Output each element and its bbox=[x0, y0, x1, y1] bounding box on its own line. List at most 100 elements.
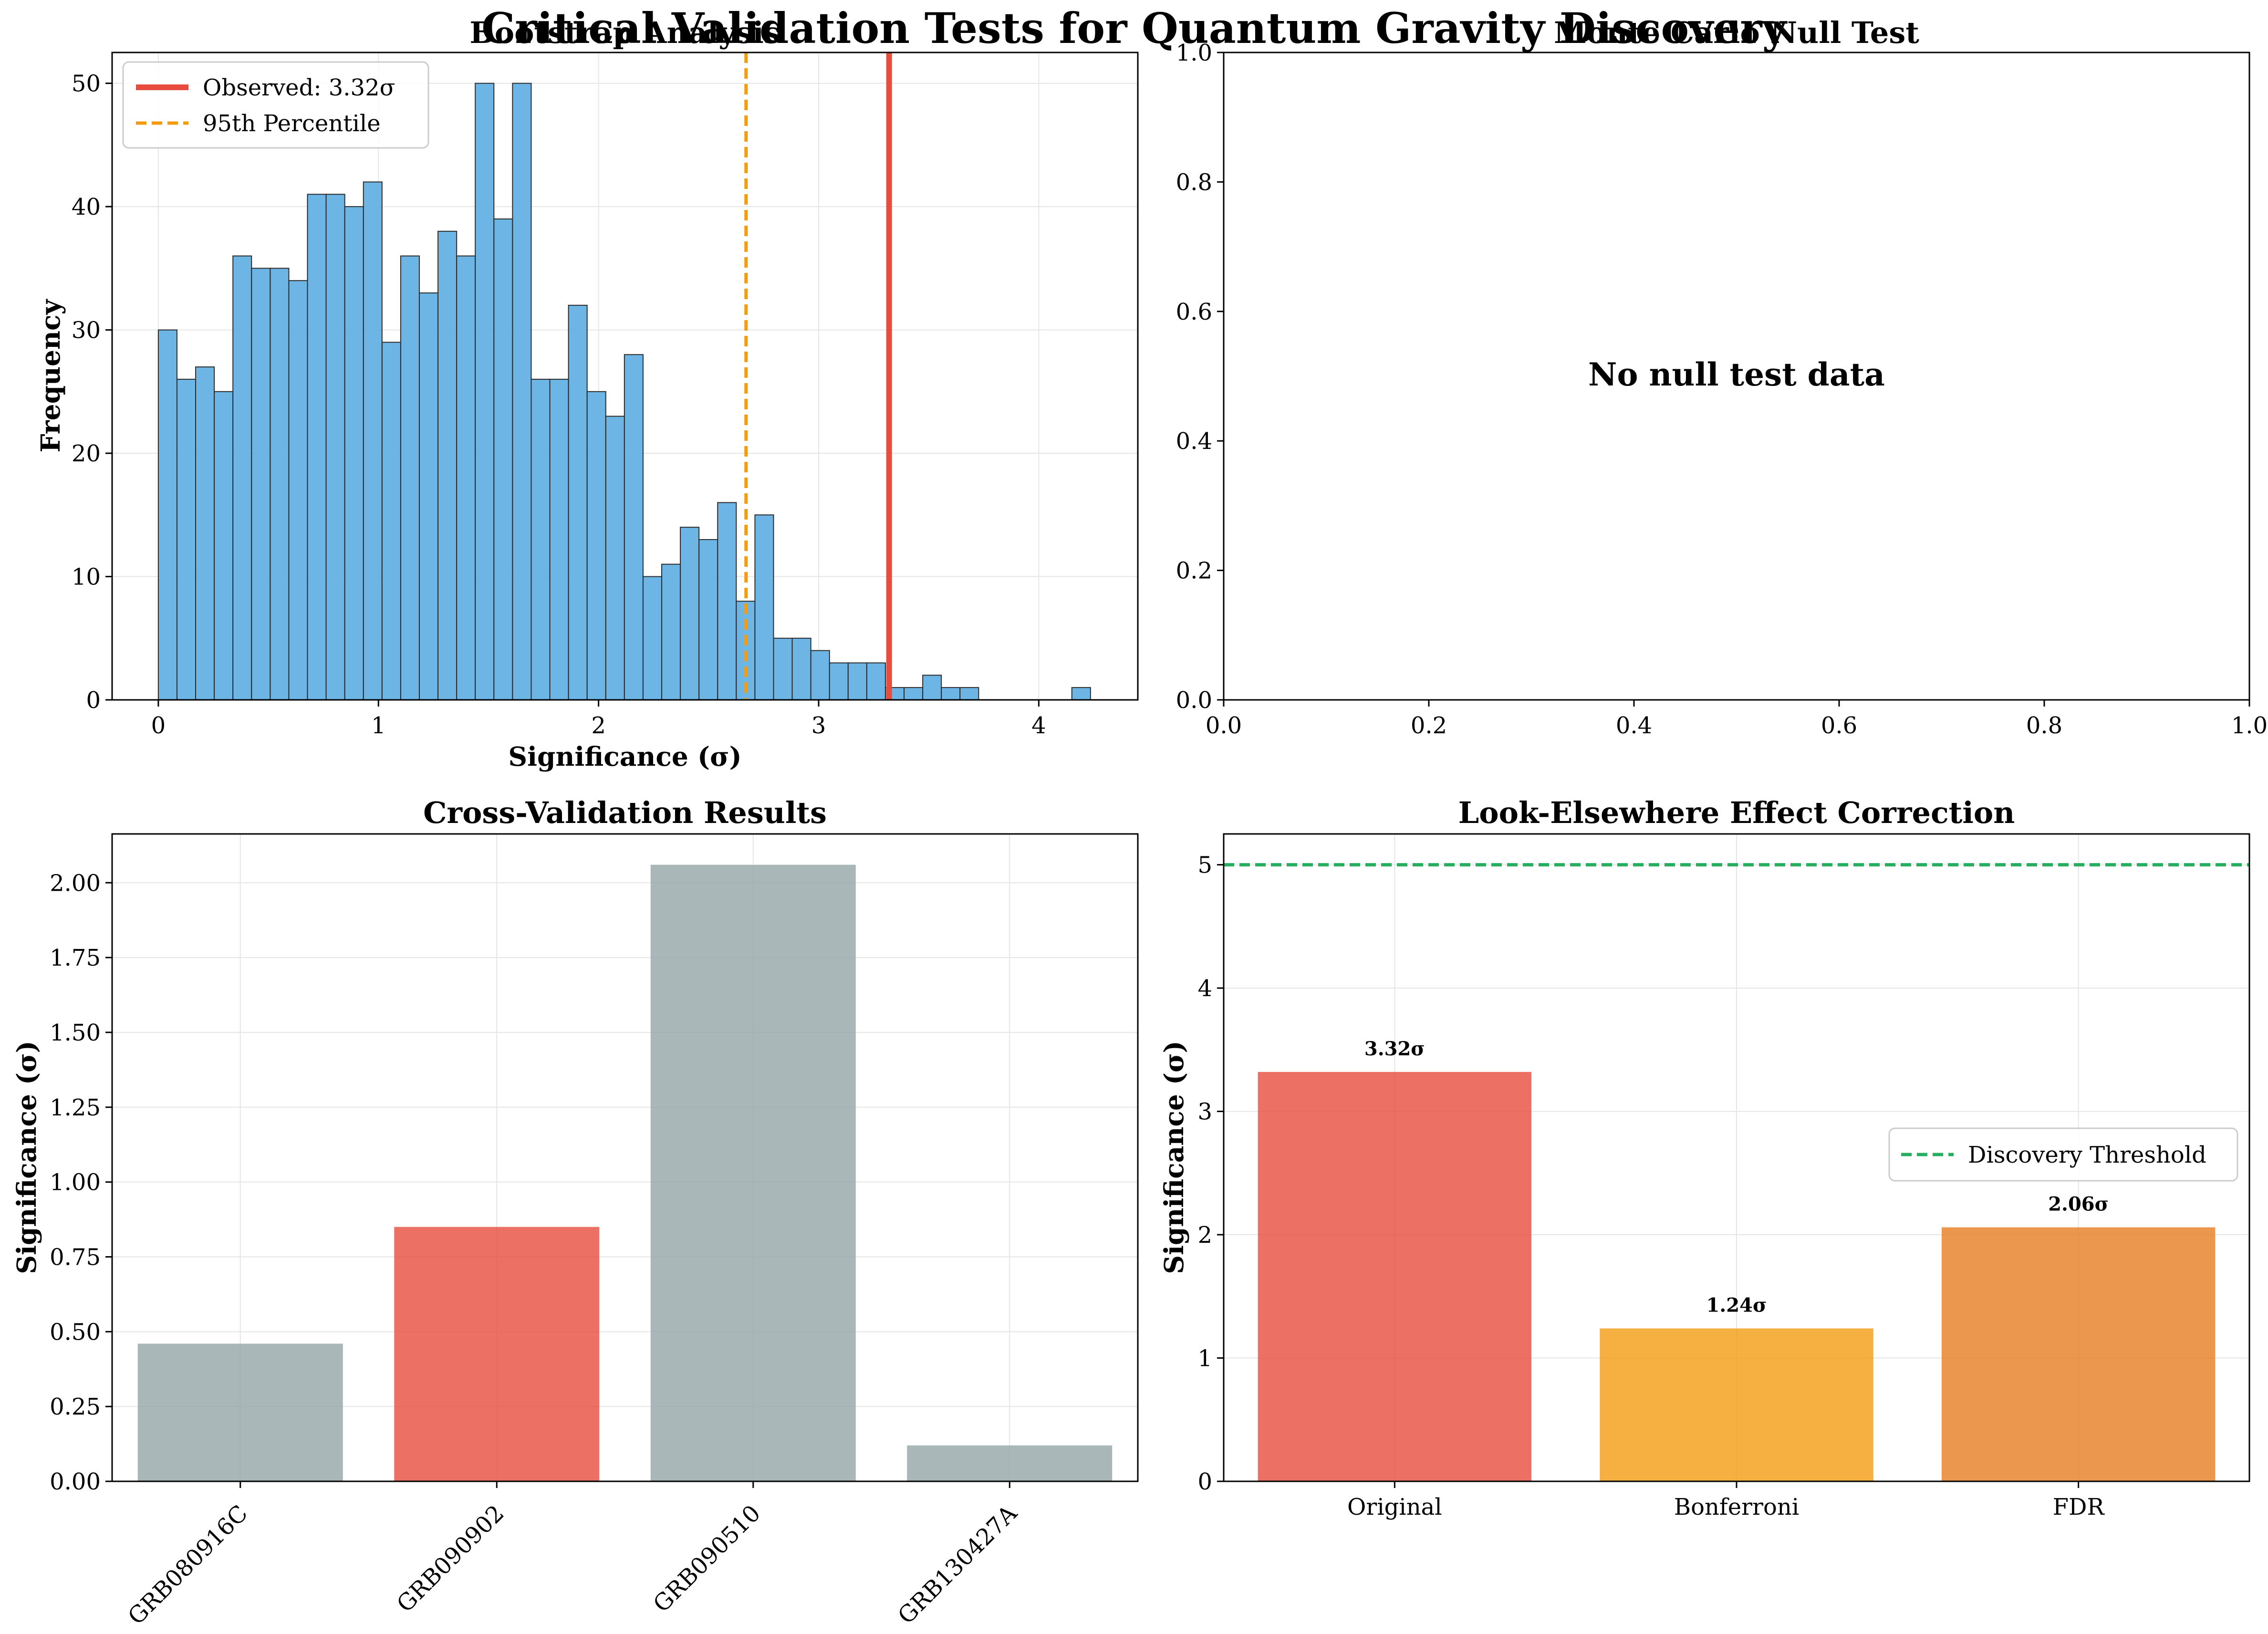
y-tick-label: 0.50 bbox=[50, 1319, 101, 1345]
y-tick-label: 3 bbox=[1197, 1099, 1212, 1125]
histogram-bar bbox=[717, 502, 737, 700]
histogram-bar bbox=[475, 83, 495, 701]
y-tick-label: 5 bbox=[1197, 852, 1212, 879]
bar-value-label: 3.32σ bbox=[1364, 1038, 1425, 1060]
monte-carlo-title: Monte Carlo Null Test bbox=[1554, 15, 1919, 50]
monte-carlo-panel: 0.0 0.2 0.4 0.6 0.8 1.0 0.0 0.2 0.4 0.6 0.8 1.0 Mon… bbox=[1176, 15, 2268, 739]
cross-validation-bar bbox=[650, 864, 856, 1481]
histogram-bar bbox=[866, 662, 886, 701]
histogram-bar bbox=[680, 527, 700, 700]
y-tick-label: 1.75 bbox=[50, 945, 101, 971]
x-tick-label: 1 bbox=[371, 712, 386, 739]
histogram-bar bbox=[157, 329, 177, 700]
histogram-bar bbox=[959, 687, 979, 700]
bar-value-label: 1.24σ bbox=[1706, 1294, 1767, 1316]
y-tick-label: 50 bbox=[72, 71, 101, 97]
y-tick-label: 1.50 bbox=[50, 1020, 101, 1046]
y-tick-label: 0.4 bbox=[1176, 428, 1212, 455]
histogram-bar bbox=[270, 268, 290, 700]
x-tick-label: 3 bbox=[811, 712, 826, 739]
monte-carlo-axes-frame bbox=[1223, 52, 2250, 701]
y-tick-label: 1.25 bbox=[50, 1094, 101, 1121]
histogram-bar bbox=[922, 675, 942, 701]
x-tick-label: 1.0 bbox=[2231, 712, 2268, 739]
histogram-bar bbox=[1071, 687, 1091, 700]
y-tick-label: 2 bbox=[1197, 1222, 1212, 1249]
histogram-bar bbox=[904, 687, 924, 700]
bootstrap-x-label: Significance (σ) bbox=[508, 741, 741, 772]
histogram-bar bbox=[456, 255, 476, 700]
histogram-bar bbox=[251, 268, 271, 700]
histogram-bar bbox=[661, 563, 681, 700]
histogram-bar bbox=[642, 576, 663, 700]
y-tick-label: 2.00 bbox=[50, 870, 101, 896]
histogram-bar bbox=[791, 637, 811, 701]
histogram-bar bbox=[568, 304, 588, 700]
bar-value-label: 2.06σ bbox=[2048, 1193, 2109, 1216]
cross-validation-bar bbox=[137, 1343, 343, 1481]
histogram-bar bbox=[773, 637, 793, 701]
y-tick-label: 30 bbox=[72, 317, 101, 344]
bootstrap-title: Bootstrap Analysis bbox=[469, 15, 780, 50]
histogram-bar bbox=[586, 391, 606, 700]
x-tick-label: 0.8 bbox=[2026, 712, 2062, 739]
y-tick-label: 1.00 bbox=[50, 1169, 101, 1196]
y-tick-label: 40 bbox=[72, 194, 101, 220]
bootstrap-axes-frame bbox=[111, 52, 1139, 701]
y-tick-label: 20 bbox=[72, 440, 101, 467]
histogram-bar bbox=[418, 292, 439, 700]
histogram-bar bbox=[754, 514, 774, 701]
histogram-bar bbox=[810, 650, 830, 700]
x-tick-label: 2 bbox=[591, 712, 606, 739]
legend-observed-label: Observed: 3.32σ bbox=[203, 74, 395, 101]
histogram-bar bbox=[605, 416, 625, 700]
x-tick-label: 4 bbox=[1031, 712, 1046, 739]
histogram-bar bbox=[531, 378, 551, 700]
legend-percentile-label: 95th Percentile bbox=[203, 110, 381, 137]
look-elsewhere-panel: 3.32σ 1.24σ 2.06σ 0 1 2 3 4 5 Original Bonferroni… bbox=[1158, 795, 2250, 1520]
cross-validation-bar bbox=[907, 1445, 1113, 1481]
look-elsewhere-title: Look-Elsewhere Effect Correction bbox=[1458, 795, 2015, 830]
y-tick-label: 0.25 bbox=[50, 1394, 101, 1420]
correction-bar bbox=[1258, 1072, 1531, 1481]
x-tick-label: 0.2 bbox=[1411, 712, 1447, 739]
histogram-bar bbox=[176, 378, 197, 700]
y-tick-label: 0.75 bbox=[50, 1244, 101, 1270]
histogram-bar bbox=[325, 194, 345, 701]
histogram-bar bbox=[437, 230, 458, 700]
look-elsewhere-legend: Discovery Threshold bbox=[1888, 1127, 2238, 1182]
y-tick-label: 0.6 bbox=[1176, 299, 1212, 325]
y-tick-label: 0 bbox=[1197, 1468, 1212, 1495]
histogram-bar bbox=[493, 218, 513, 700]
histogram-bar bbox=[288, 280, 308, 700]
y-tick-label: 4 bbox=[1197, 975, 1212, 1002]
x-tick-label: 0.4 bbox=[1616, 712, 1652, 739]
histogram-bar bbox=[344, 206, 364, 701]
no-data-message: No null test data bbox=[1588, 356, 1885, 393]
x-tick-label: FDR bbox=[2053, 1494, 2105, 1520]
histogram-bar bbox=[847, 662, 867, 701]
y-tick-label: 0.2 bbox=[1176, 558, 1212, 584]
bootstrap-y-label: Frequency bbox=[35, 299, 66, 453]
y-tick-label: 0.00 bbox=[50, 1468, 101, 1495]
y-tick-label: 10 bbox=[72, 564, 101, 591]
y-tick-label: 0.0 bbox=[1176, 687, 1212, 714]
figure-title: Critical Validation Tests for Quantum Gr… bbox=[481, 3, 1788, 53]
histogram-bar bbox=[512, 83, 532, 701]
histogram-bar bbox=[698, 539, 718, 700]
correction-bar bbox=[1600, 1328, 1873, 1481]
histogram-bar bbox=[307, 194, 327, 701]
cross-validation-title: Cross-Validation Results bbox=[423, 795, 827, 830]
look-elsewhere-y-label: Significance (σ) bbox=[1158, 1041, 1189, 1274]
cross-validation-y-label: Significance (σ) bbox=[11, 1041, 42, 1274]
x-tick-label: 0 bbox=[151, 712, 166, 739]
x-tick-label: 0.6 bbox=[1821, 712, 1857, 739]
histogram-bar bbox=[400, 255, 420, 700]
cross-validation-axes-frame bbox=[111, 833, 1139, 1482]
y-tick-label: 1 bbox=[1197, 1345, 1212, 1372]
histogram-bar bbox=[381, 342, 401, 700]
correction-bar bbox=[1942, 1227, 2216, 1481]
cross-validation-bar bbox=[394, 1227, 600, 1481]
